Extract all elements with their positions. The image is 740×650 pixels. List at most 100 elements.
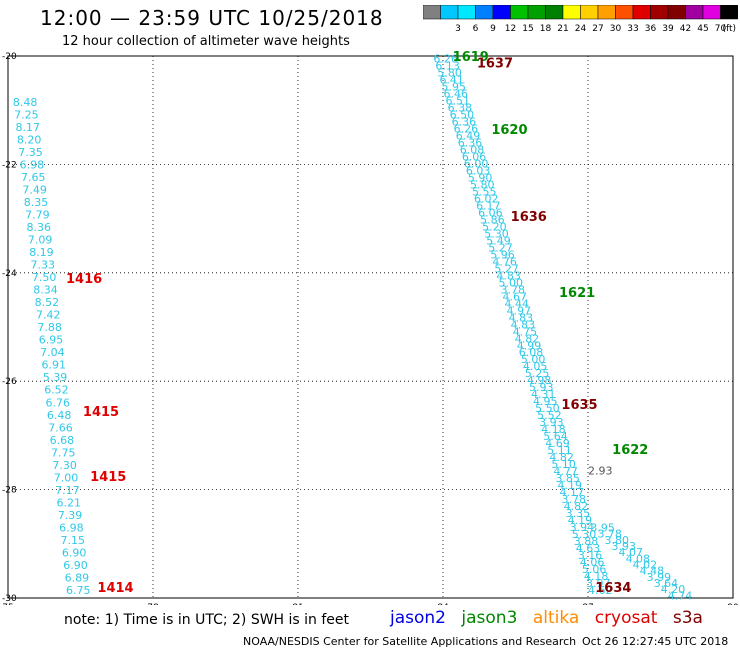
colorbar-label: 18: [540, 24, 552, 33]
wave-height-value: 4.07: [619, 546, 644, 559]
wave-height-value: 3.35: [566, 507, 591, 520]
pass-number-label: 1416: [66, 272, 102, 287]
wave-height-value: 5.10: [551, 458, 576, 471]
wave-height-value: 5.00: [498, 276, 523, 289]
wave-height-value: 6.06: [462, 151, 487, 164]
wave-height-value: 5.06: [582, 563, 607, 576]
wave-height-value: 6.03: [466, 165, 491, 178]
wave-height-value: 8.20: [17, 134, 42, 147]
wave-height-value: 4.97: [507, 304, 532, 317]
wave-height-value: 3.95: [590, 522, 615, 535]
satellite-jason2: jason2: [390, 608, 446, 628]
y-tick-label: -24: [2, 269, 17, 279]
wave-height-value: 3.93: [612, 540, 637, 553]
wave-height-value: 6.49: [456, 130, 481, 143]
wave-height-value: 6.26: [454, 123, 479, 136]
wave-height-value: 3.97: [586, 577, 611, 590]
wave-height-value: 5.90: [468, 172, 493, 185]
wave-height-value: 3.94: [570, 521, 595, 534]
wave-height-value: 6.89: [65, 571, 90, 584]
wave-height-value: 6.95: [39, 334, 64, 347]
x-tick-label: 75: [2, 603, 13, 605]
wave-height-value: 7.88: [37, 321, 62, 334]
wave-height-value: 5.80: [437, 67, 462, 80]
colorbar-label: 6: [473, 24, 479, 33]
wave-height-value: 6.75: [66, 584, 91, 597]
wave-height-value: 4.75: [513, 325, 538, 338]
wave-height-value: 6.46: [444, 88, 469, 101]
wave-height-value: 4.83: [509, 311, 534, 324]
wave-height-value: 4.98: [527, 374, 552, 387]
colorbar-label: 30: [610, 24, 622, 33]
wave-height-values: 8.487.258.178.207.356.987.657.498.357.79…: [13, 53, 692, 603]
y-tick-label: -28: [2, 486, 17, 496]
wave-height-value: 6.02: [474, 192, 499, 205]
x-tick-label: 84: [437, 603, 449, 605]
wave-height-map: -20 -22 -24 -26 -28 -30 75 78 81 84 87 90 8.487.25…: [2, 50, 739, 605]
wave-height-value: 6.06: [478, 206, 503, 219]
wave-height-value: 6.48: [47, 409, 72, 422]
wave-height-value: 5.20: [482, 220, 507, 233]
wave-height-value: 4.08: [626, 552, 651, 565]
wave-height-value: 4.44: [505, 297, 530, 310]
colorbar-label: 21: [557, 24, 568, 33]
wave-height-value: 6.50: [450, 109, 475, 122]
wave-height-value: 5.55: [472, 186, 497, 199]
colorbar-label: 27: [592, 24, 603, 33]
x-axis-ticks: 75 78 81 84 87 90: [2, 603, 739, 605]
satellite-s3a: s3a: [672, 608, 703, 628]
colorbar-label: 45: [697, 24, 708, 33]
x-tick-label: 78: [147, 603, 159, 605]
wave-height-value: 6.26: [433, 53, 458, 66]
x-tick-label: 90: [727, 603, 739, 605]
wave-height-value: 7.42: [36, 309, 61, 322]
wave-height-value: 6.08: [519, 346, 544, 359]
wave-height-value: 8.17: [16, 121, 41, 134]
colorbar-label: 3: [455, 24, 461, 33]
colorbar-label: 12: [505, 24, 516, 33]
wave-height-value: 3.16: [578, 549, 603, 562]
wave-height-value: 6.36: [458, 137, 483, 150]
wave-height-value: 8.48: [13, 96, 38, 109]
wave-height-value: 5.00: [521, 353, 546, 366]
wave-height-value: 5.96: [490, 248, 515, 261]
wave-height-value: 7.75: [51, 446, 76, 459]
wave-height-value: 4.19: [568, 514, 593, 527]
plot-frame: [7, 55, 734, 599]
footnote: note: 1) Time is in UTC; 2) SWH is in fe…: [64, 612, 350, 628]
wave-height-value: 4.95: [533, 395, 558, 408]
x-tick-label: 87: [582, 603, 593, 605]
wave-height-value: 6.98: [20, 159, 45, 172]
wave-height-value: 4.06: [580, 556, 605, 569]
wave-height-value: 4.62: [588, 584, 613, 597]
wave-height-value: 6.38: [448, 102, 473, 115]
wave-height-value: 4.67: [503, 290, 528, 303]
wave-height-value: 6.21: [56, 496, 80, 509]
wave-height-value: 6.13: [435, 60, 460, 73]
wave-height-value: 6.91: [41, 359, 66, 372]
y-tick-label: -22: [2, 160, 17, 170]
wave-height-value: 7.30: [52, 459, 77, 472]
wave-height-value: 6.76: [46, 396, 71, 409]
wave-height-value: 5.49: [486, 234, 511, 247]
wave-height-value: 5.93: [529, 381, 554, 394]
pass-number-label: 1637: [477, 57, 513, 72]
wave-height-value: 6.00: [464, 158, 489, 171]
wave-height-value: 6.41: [439, 74, 464, 87]
wave-height-value: 4.74: [668, 589, 693, 602]
wave-height-value: 8.36: [26, 221, 51, 234]
wave-height-value: 6.08: [460, 144, 485, 157]
wave-height-value: 5.50: [535, 402, 560, 415]
wave-height-value: 5.86: [480, 213, 505, 226]
wave-height-value: 7.79: [25, 209, 49, 222]
wave-height-value: 6.17: [476, 199, 501, 212]
wave-height-value: 5.64: [543, 430, 568, 443]
wave-height-value: 6.90: [63, 559, 87, 572]
chart-subtitle: 12 hour collection of altimeter wave hei…: [62, 34, 350, 49]
generated-timestamp: Oct 26 12:27:45 UTC 2018: [582, 635, 729, 648]
pass-number-label: 1634: [595, 581, 631, 596]
pass-number-label: 1621: [559, 286, 595, 301]
wave-height-value: 4.82: [515, 332, 540, 345]
colorbar-label: 42: [680, 24, 691, 33]
